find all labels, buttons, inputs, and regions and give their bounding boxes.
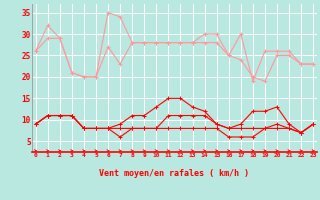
X-axis label: Vent moyen/en rafales ( km/h ): Vent moyen/en rafales ( km/h ) (100, 169, 249, 178)
